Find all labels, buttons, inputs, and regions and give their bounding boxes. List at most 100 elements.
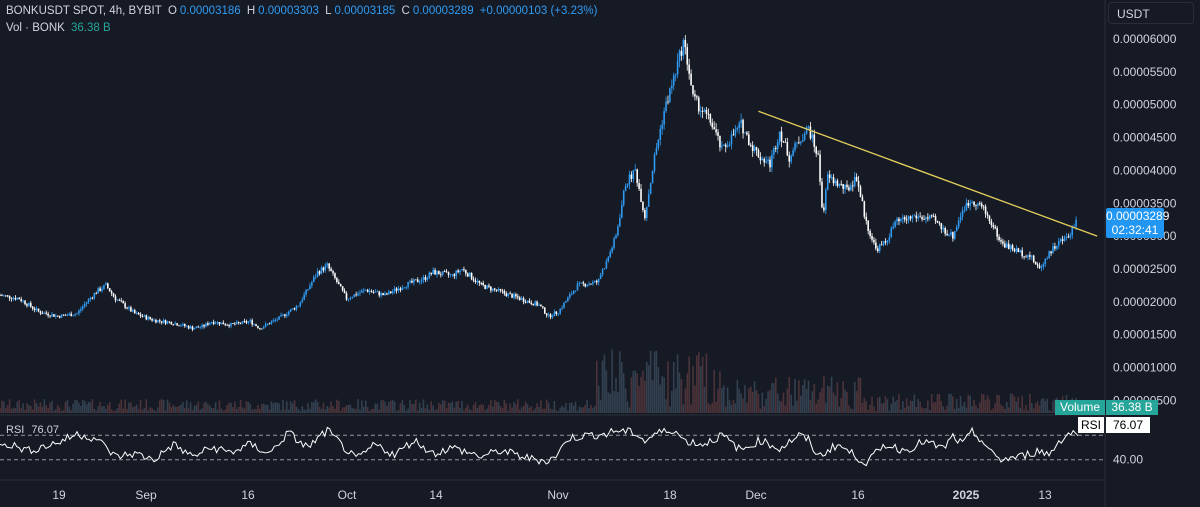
volume-bar [463, 410, 465, 413]
candle-body [686, 47, 689, 65]
candle-body [771, 154, 773, 168]
candle-body [153, 319, 155, 321]
candle-body [595, 280, 598, 283]
price-tick-label: 0.00004000 [1113, 163, 1177, 177]
candle-body [965, 203, 968, 211]
currency-button[interactable]: USDT [1108, 2, 1194, 24]
volume-bar [934, 402, 937, 413]
candle-body [311, 282, 313, 286]
candle-body [896, 218, 898, 222]
volume-bar [646, 361, 648, 413]
candle-body [615, 235, 617, 239]
candle-body [886, 240, 889, 243]
candle-body [726, 145, 729, 147]
volume-bar [307, 403, 309, 413]
candle-body [1021, 250, 1023, 257]
volume-bar [141, 409, 144, 413]
volume-bar [436, 409, 438, 413]
candle-body [85, 302, 88, 304]
candle-body [497, 288, 500, 291]
volume-bar [370, 409, 373, 413]
volume-bar [218, 400, 221, 413]
candle-body [484, 285, 486, 289]
candle-body [224, 324, 227, 326]
candle-body [934, 216, 937, 221]
volume-bar [921, 407, 923, 413]
candle-body [210, 321, 213, 324]
candle-body [45, 312, 47, 314]
price-tick-label: 0.00001000 [1113, 361, 1177, 375]
candle-body [796, 142, 798, 144]
rsi-legend[interactable]: RSI 76.07 [6, 424, 59, 436]
volume-label[interactable]: Vol · BONK [6, 22, 65, 34]
candle-body [1029, 255, 1031, 257]
candle-body [671, 85, 673, 89]
volume-bar [187, 408, 190, 413]
candle-body [701, 110, 704, 112]
volume-bar [1054, 399, 1056, 413]
volume-bar [726, 387, 729, 413]
candle-body [20, 299, 22, 302]
candle-body [667, 101, 669, 103]
volume-bar [905, 398, 908, 413]
candle-body [736, 128, 739, 130]
volume-bar [166, 399, 169, 413]
volume-bar [212, 408, 215, 413]
candle-body [957, 220, 960, 228]
candle-body [1005, 243, 1008, 248]
volume-bar [399, 403, 402, 413]
candle-body [865, 216, 868, 221]
volume-bar [305, 410, 307, 413]
trendline [758, 110, 1098, 237]
volume-bar [1013, 396, 1016, 413]
candle-body [734, 129, 737, 136]
volume-bar [278, 403, 280, 413]
candle-body [438, 271, 440, 275]
volume-bar [60, 410, 63, 413]
candle-body [588, 283, 590, 285]
volume-bar [977, 408, 979, 413]
candle-body [522, 298, 525, 302]
volume-bar [368, 410, 371, 413]
volume-bar [582, 407, 585, 413]
candle-body [120, 300, 123, 302]
volume-bar [836, 382, 839, 413]
volume-bar [967, 394, 970, 413]
volume-bar [765, 398, 767, 413]
volume-bar [253, 409, 255, 413]
candle-body [863, 201, 866, 217]
volume-bar [707, 403, 710, 413]
time-tick-label: 16 [851, 488, 865, 502]
volume-bar [796, 400, 798, 413]
volume-bar [262, 403, 265, 413]
price-tick-label: 0.00006000 [1113, 32, 1177, 46]
candle-body [505, 293, 508, 296]
volume-bar [771, 382, 773, 413]
candle-body [355, 294, 357, 296]
volume-bar [264, 404, 267, 413]
candle-body [921, 217, 923, 220]
volume-bar [241, 407, 244, 413]
volume-bar [320, 409, 323, 413]
candle-body [659, 128, 662, 140]
symbol-label[interactable]: BONKUSDT SPOT, 4h, BYBIT [6, 5, 162, 17]
candle-body [418, 281, 421, 283]
volume-bar [1042, 398, 1045, 413]
candle-body [147, 316, 150, 320]
candle-body [103, 284, 105, 289]
candle-body [1056, 245, 1058, 249]
volume-bar [954, 408, 956, 413]
volume-bar [318, 406, 321, 413]
candle-body [30, 303, 32, 307]
candle-body [1042, 264, 1045, 267]
candle-body [825, 189, 827, 211]
volume-bar [110, 409, 113, 413]
volume-bar [846, 392, 848, 413]
volume-bar [257, 405, 259, 413]
volume-bar [626, 401, 629, 413]
volume-bar [99, 402, 101, 413]
volume-bar [480, 404, 483, 413]
volume-bar [178, 406, 180, 413]
volume-bar [620, 362, 623, 413]
